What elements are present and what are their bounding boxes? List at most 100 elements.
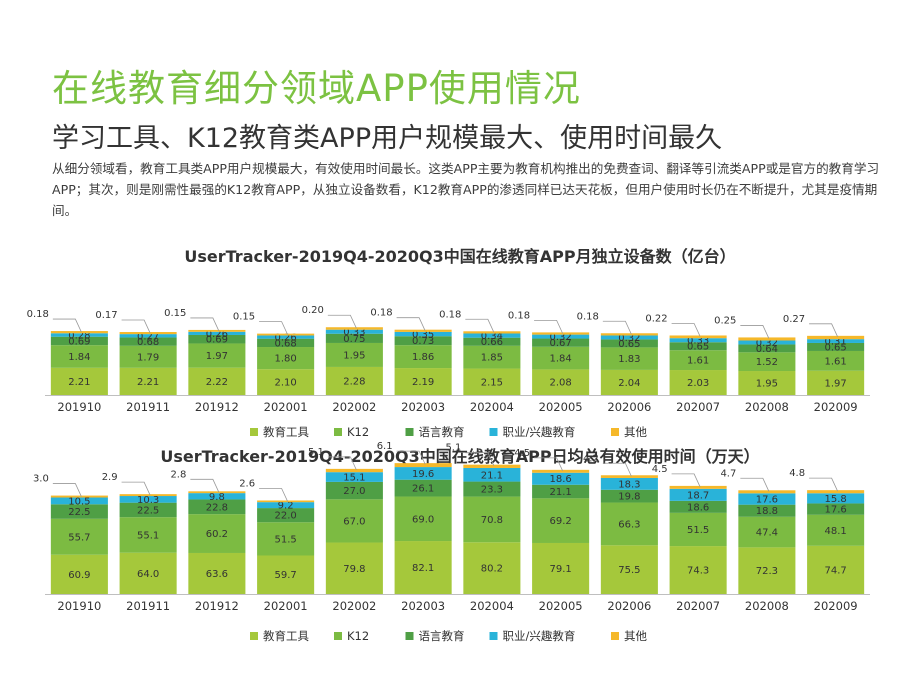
data-label: 1.61 <box>824 356 846 367</box>
data-label: 17.6 <box>824 505 846 516</box>
bar-2-202007 <box>669 342 727 351</box>
bar-1-201912 <box>188 343 246 368</box>
data-label: 2.03 <box>687 378 709 389</box>
data-label: 51.5 <box>274 534 296 545</box>
data-label: 0.35 <box>412 330 434 341</box>
data-label: 0.32 <box>549 332 571 343</box>
data-label: 74.7 <box>824 565 846 576</box>
legend-label: 教育工具 <box>263 629 309 643</box>
data-label: 0.67 <box>549 338 571 349</box>
bar-2-202005 <box>532 338 590 347</box>
bar-2-202003 <box>394 336 452 346</box>
bar-2-201910 <box>50 336 108 346</box>
data-label: 22.5 <box>68 507 90 518</box>
data-label: 69.0 <box>412 514 434 525</box>
data-label-other: 4.2 <box>583 453 599 464</box>
data-label: 21.1 <box>481 470 503 481</box>
data-label: 23.3 <box>481 485 503 496</box>
x-tick-label: 202009 <box>814 400 858 414</box>
callout-line <box>52 318 82 333</box>
bar-0-202007 <box>669 546 727 594</box>
bar-2-202004 <box>463 337 521 346</box>
data-label: 1.95 <box>756 379 778 390</box>
bar-4-202008 <box>738 490 796 494</box>
callout-line <box>121 319 151 334</box>
data-label: 9.2 <box>278 501 294 512</box>
bar-4-201912 <box>188 491 246 494</box>
callout-line <box>465 452 495 466</box>
bar-2-202006 <box>600 489 658 503</box>
callout-line <box>190 317 220 332</box>
data-label: 1.80 <box>274 354 296 365</box>
x-tick-label: 202005 <box>539 400 583 414</box>
x-tick-label: 202001 <box>264 599 308 613</box>
bar-4-202007 <box>669 485 727 489</box>
x-tick-label: 201911 <box>126 400 170 414</box>
legend-swatch <box>250 428 258 436</box>
data-label: 21.1 <box>549 487 571 498</box>
callout-line <box>671 473 701 488</box>
data-label: 1.86 <box>412 352 434 363</box>
bar-1-202001 <box>257 522 315 556</box>
bar-1-202002 <box>325 342 383 367</box>
legend-swatch <box>611 428 619 436</box>
bar-0-202002 <box>325 542 383 594</box>
bar-0-202007 <box>669 370 727 395</box>
legend-label: 职业/兴趣教育 <box>503 425 576 439</box>
bar-3-202009 <box>807 493 865 504</box>
bar-1-202005 <box>532 498 590 543</box>
bar-0-202009 <box>807 370 865 395</box>
data-label: 0.65 <box>618 339 640 350</box>
bar-1-202002 <box>325 499 383 543</box>
data-label: 0.26 <box>206 329 228 340</box>
data-label: 69.2 <box>549 516 571 527</box>
data-label: 2.04 <box>618 378 640 389</box>
data-label: 47.4 <box>756 528 778 539</box>
data-label: 10.5 <box>68 496 90 507</box>
legend-swatch <box>334 632 342 640</box>
bar-0-202008 <box>738 547 796 594</box>
device-count-chart: UserTracker-2019Q4-2020Q3中国在线教育APP月独立设备数… <box>27 244 890 444</box>
page-subtitle: 学习工具、K12教育类APP用户规模最大、使用时间最久 <box>52 123 723 154</box>
data-label: 60.9 <box>68 570 90 581</box>
data-label: 18.8 <box>756 506 778 517</box>
bar-3-202006 <box>600 335 658 340</box>
bar-2-202007 <box>669 500 727 513</box>
bar-2-201910 <box>50 504 108 519</box>
callout-line <box>671 323 701 337</box>
x-tick-label: 202004 <box>470 599 514 613</box>
data-label-other: 4.5 <box>514 448 530 459</box>
data-label-other: 2.9 <box>102 472 118 483</box>
bar-2-202008 <box>738 504 796 517</box>
bar-0-201912 <box>188 552 246 594</box>
data-label-other: 4.5 <box>652 464 668 475</box>
bar-0-202004 <box>463 368 521 395</box>
callout-line <box>740 477 770 492</box>
callout-line <box>396 317 426 331</box>
bar-2-202003 <box>394 479 452 497</box>
legend-label: 其他 <box>624 629 647 643</box>
bar-1-202003 <box>394 345 452 369</box>
data-label: 0.65 <box>687 342 709 353</box>
data-label: 79.8 <box>343 564 365 575</box>
bar-1-202008 <box>738 352 796 372</box>
legend-label: 其他 <box>624 425 647 439</box>
bar-2-201912 <box>188 499 246 515</box>
bar-1-202009 <box>807 350 865 371</box>
data-label: 0.69 <box>68 336 90 347</box>
x-tick-label: 202008 <box>745 400 789 414</box>
data-label: 0.31 <box>824 337 846 348</box>
data-label: 17.6 <box>756 494 778 505</box>
bar-0-202001 <box>257 369 315 395</box>
bar-4-202007 <box>669 335 727 339</box>
x-tick-label: 202004 <box>470 400 514 414</box>
data-label: 18.7 <box>687 490 709 501</box>
usage-time-chart: UserTracker-2019Q4-2020Q3中国在线教育APP日均总有效使… <box>30 441 890 654</box>
bar-0-202004 <box>463 542 521 594</box>
x-tick-label: 202003 <box>401 400 445 414</box>
x-tick-label: 202002 <box>332 400 376 414</box>
bar-3-201910 <box>50 333 108 337</box>
callout-line <box>809 477 838 492</box>
callout-line <box>327 314 357 329</box>
bar-1-202008 <box>738 516 796 548</box>
